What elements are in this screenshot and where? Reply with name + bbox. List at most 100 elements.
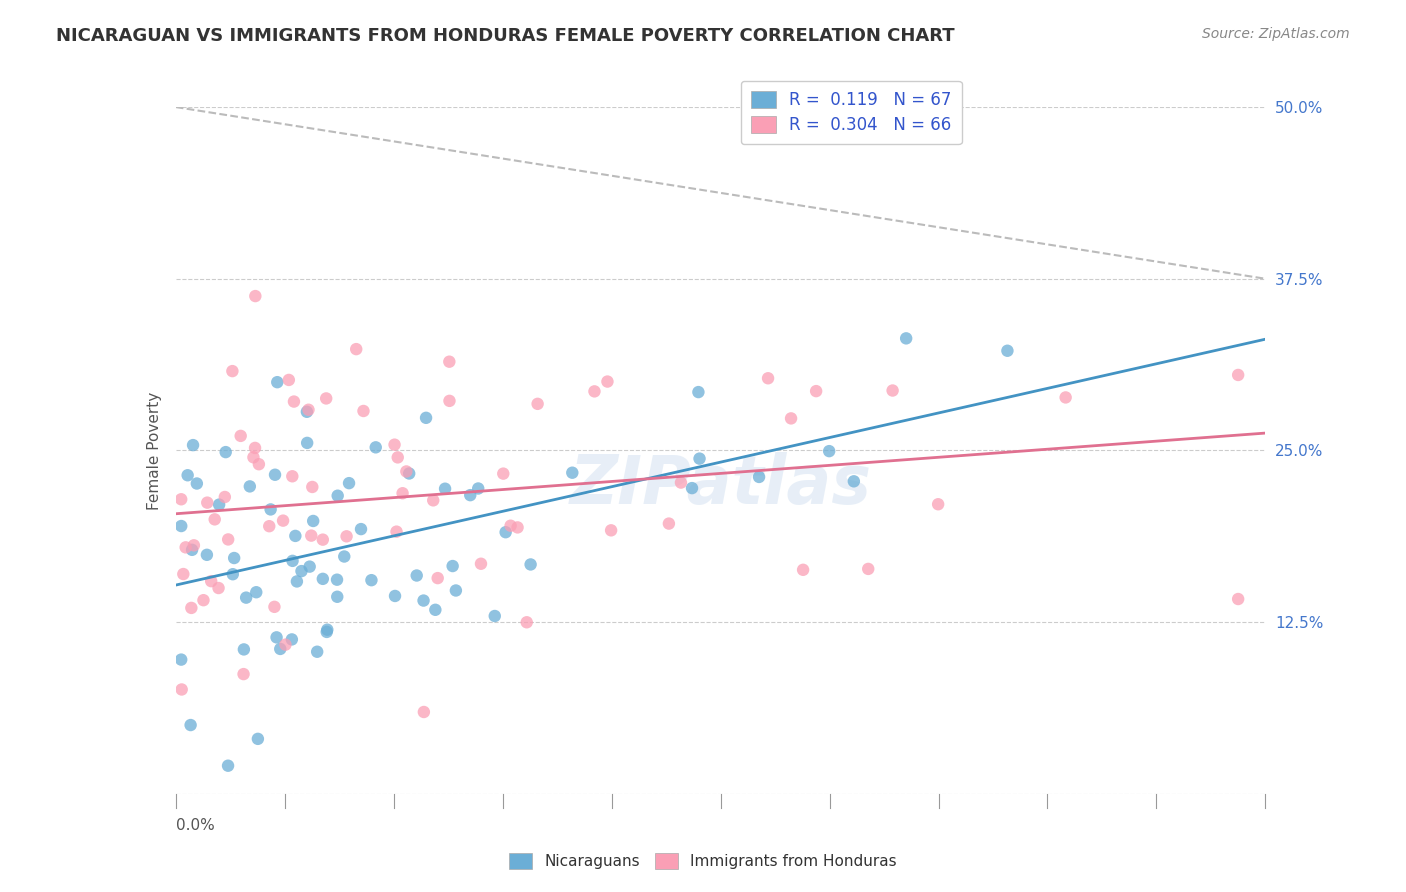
Point: [183, 538, 205, 552]
Point: [217, 533, 239, 547]
Point: [246, 731, 269, 746]
Point: [315, 624, 337, 639]
Point: [195, 548, 218, 562]
Point: [229, 429, 252, 443]
Point: [298, 559, 321, 574]
Point: [312, 533, 335, 547]
Point: [467, 482, 489, 496]
Point: [271, 514, 294, 528]
Point: [669, 475, 692, 490]
Text: ZIPatlas: ZIPatlas: [569, 452, 872, 517]
Point: [263, 599, 285, 614]
Point: [804, 384, 827, 398]
Point: [439, 393, 461, 408]
Point: [385, 524, 408, 539]
Point: [516, 615, 538, 630]
Point: [350, 522, 373, 536]
Point: [600, 524, 623, 538]
Text: Source: ZipAtlas.com: Source: ZipAtlas.com: [1202, 27, 1350, 41]
Point: [434, 482, 457, 496]
Point: [274, 638, 297, 652]
Point: [299, 528, 322, 542]
Point: [395, 465, 418, 479]
Point: [301, 480, 323, 494]
Point: [245, 289, 267, 303]
Point: [232, 667, 254, 681]
Point: [222, 567, 245, 582]
Point: [444, 583, 467, 598]
Point: [316, 623, 339, 637]
Point: [224, 551, 246, 566]
Point: [792, 563, 814, 577]
Point: [458, 488, 481, 502]
Point: [245, 585, 267, 599]
Point: [492, 467, 515, 481]
Point: [176, 468, 198, 483]
Point: [499, 518, 522, 533]
Point: [307, 645, 329, 659]
Point: [997, 343, 1019, 358]
Point: [1227, 368, 1250, 382]
Point: [186, 476, 208, 491]
Point: [235, 591, 257, 605]
Point: [207, 581, 229, 595]
Point: [426, 571, 449, 585]
Point: [1054, 391, 1077, 405]
Point: [170, 519, 193, 533]
Point: [312, 572, 335, 586]
Point: [193, 593, 215, 607]
Point: [384, 437, 406, 451]
Point: [894, 331, 917, 345]
Legend: R =  0.119   N = 67, R =  0.304   N = 66: R = 0.119 N = 67, R = 0.304 N = 66: [741, 81, 962, 144]
Point: [842, 475, 865, 489]
Point: [470, 557, 492, 571]
Point: [242, 450, 264, 465]
Point: [285, 574, 308, 589]
Point: [360, 573, 382, 587]
Point: [290, 564, 312, 578]
Point: [283, 394, 305, 409]
Point: [326, 590, 349, 604]
Point: [927, 497, 949, 511]
Point: [583, 384, 606, 399]
Point: [344, 342, 367, 356]
Point: [333, 549, 356, 564]
Point: [519, 558, 541, 572]
Point: [281, 469, 304, 483]
Legend: Nicaraguans, Immigrants from Honduras: Nicaraguans, Immigrants from Honduras: [503, 847, 903, 875]
Point: [818, 444, 841, 458]
Point: [387, 450, 409, 465]
Point: [882, 384, 904, 398]
Point: [266, 375, 288, 389]
Point: [174, 541, 197, 555]
Point: [405, 568, 427, 582]
Point: [391, 486, 413, 500]
Text: 0.0%: 0.0%: [176, 818, 215, 833]
Point: [337, 476, 360, 491]
Point: [495, 525, 517, 540]
Point: [561, 466, 583, 480]
Point: [326, 573, 349, 587]
Point: [172, 567, 194, 582]
Point: [214, 490, 236, 504]
Point: [239, 479, 262, 493]
Point: [269, 642, 291, 657]
Point: [281, 632, 304, 647]
Point: [412, 593, 434, 607]
Point: [335, 529, 357, 543]
Point: [422, 493, 444, 508]
Point: [858, 562, 880, 576]
Point: [215, 445, 238, 459]
Point: [243, 441, 266, 455]
Point: [170, 652, 193, 666]
Point: [259, 502, 281, 516]
Point: [264, 467, 287, 482]
Point: [204, 512, 226, 526]
Text: NICARAGUAN VS IMMIGRANTS FROM HONDURAS FEMALE POVERTY CORRELATION CHART: NICARAGUAN VS IMMIGRANTS FROM HONDURAS F…: [56, 27, 955, 45]
Point: [364, 440, 387, 454]
Point: [277, 373, 299, 387]
Point: [441, 559, 464, 574]
Point: [353, 404, 375, 418]
Point: [526, 397, 548, 411]
Point: [506, 520, 529, 534]
